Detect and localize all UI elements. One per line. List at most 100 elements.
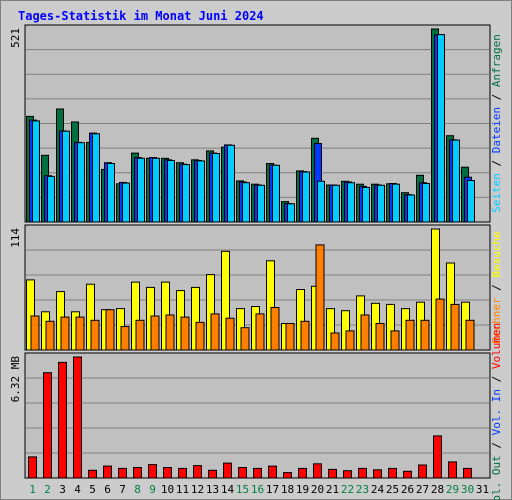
bar-seiten-day-8 [137, 157, 145, 223]
bar-rechner-day-8 [135, 319, 145, 351]
bar-rechner-day-9 [150, 315, 160, 351]
x-tick-label: 27 [416, 483, 429, 496]
bar-rechner-day-19 [300, 320, 310, 351]
bar-seiten-day-2 [47, 175, 55, 223]
bar-rechner-day-23 [360, 314, 370, 351]
x-tick-label: 14 [221, 483, 235, 496]
bar-volumen-day-29 [448, 461, 457, 479]
x-tick-label: 15 [236, 483, 249, 496]
bar-rechner-day-24 [375, 323, 385, 351]
legend-visits-sites: Rechner / Besuche [490, 231, 503, 344]
x-tick-label: 2 [44, 483, 51, 496]
bar-volumen-day-21 [328, 468, 337, 479]
bar-volumen-day-2 [43, 372, 52, 479]
bar-seiten-day-7 [122, 182, 130, 223]
bar-rechner-day-12 [195, 321, 205, 351]
x-tick-label: 11 [176, 483, 189, 496]
bar-seiten-day-3 [62, 130, 70, 223]
legend-item: Rechner [490, 297, 503, 344]
x-tick-label: 7 [119, 483, 126, 496]
x-tick-label: 31 [476, 483, 489, 496]
x-tick-label: 22 [341, 483, 354, 496]
bar-seiten-day-22 [347, 182, 355, 223]
bar-rechner-day-7 [120, 326, 130, 351]
bar-volumen-day-6 [103, 465, 112, 479]
bar-seiten-day-27 [422, 183, 430, 223]
bar-seiten-day-14 [227, 144, 235, 223]
y-max-label: 521 [9, 28, 22, 48]
x-tick-label: 5 [89, 483, 96, 496]
bar-seiten-day-12 [197, 160, 205, 223]
bar-seiten-day-17 [272, 164, 280, 223]
bar-rechner-day-29 [450, 303, 460, 351]
bar-volumen-day-10 [163, 467, 172, 479]
y-max-label: 114 [9, 228, 22, 248]
bar-seiten-day-1 [32, 120, 40, 223]
x-tick-label: 25 [386, 483, 399, 496]
x-tick-label: 1 [29, 483, 36, 496]
bar-seiten-day-26 [407, 194, 415, 223]
bar-seiten-day-24 [377, 184, 385, 223]
bar-rechner-day-15 [240, 327, 250, 351]
bar-rechner-day-2 [45, 320, 55, 351]
bar-rechner-day-27 [420, 319, 430, 351]
bar-rechner-day-14 [225, 317, 235, 351]
x-tick-label: 13 [206, 483, 219, 496]
bar-volumen-day-25 [388, 467, 397, 479]
chart-title: Tages-Statistik im Monat Juni 2024 [18, 9, 264, 23]
legend-item: Besuche [490, 231, 503, 277]
bar-volumen-day-11 [178, 467, 187, 479]
legend-pages-files-hits: Seiten / Dateien / Anfragen [490, 34, 503, 213]
x-tick-label: 19 [296, 483, 309, 496]
bar-rechner-day-13 [210, 313, 220, 351]
y-max-label: 6.32 MB [9, 356, 22, 403]
bar-rechner-day-10 [165, 314, 175, 351]
bar-volumen-day-28 [433, 435, 442, 479]
bar-rechner-day-26 [405, 319, 415, 351]
bar-volumen-day-24 [373, 469, 382, 479]
bar-seiten-day-23 [362, 187, 370, 223]
x-tick-label: 26 [401, 483, 414, 496]
bar-rechner-day-11 [180, 316, 190, 351]
x-tick-label: 9 [149, 483, 156, 496]
bar-seiten-day-29 [452, 139, 460, 223]
x-tick-label: 8 [134, 483, 141, 496]
bar-seiten-day-13 [212, 153, 220, 223]
x-tick-label: 6 [104, 483, 111, 496]
legend-item: Volumen [490, 323, 503, 369]
bar-volumen-day-19 [298, 467, 307, 479]
bar-rechner-day-18 [285, 323, 295, 351]
bar-seiten-day-28 [437, 34, 445, 223]
bar-seiten-day-15 [242, 182, 250, 223]
bar-volumen-day-22 [343, 470, 352, 479]
bar-rechner-day-25 [390, 330, 400, 351]
x-tick-label: 12 [191, 483, 204, 496]
bar-volumen-day-16 [253, 467, 262, 479]
legend-volume: Vol. Out / Vol. In / Volumen [490, 323, 503, 500]
legend-separator: / [490, 153, 503, 173]
x-tick-label: 10 [161, 483, 174, 496]
bar-rechner-day-17 [270, 307, 280, 351]
x-tick-label: 23 [356, 483, 369, 496]
legend-item: Seiten [490, 173, 503, 213]
bar-seiten-day-9 [152, 157, 160, 223]
x-tick-label: 3 [59, 483, 66, 496]
bar-rechner-day-3 [60, 316, 70, 351]
x-tick-label: 20 [311, 483, 324, 496]
bar-seiten-day-18 [287, 203, 295, 223]
x-tick-label: 21 [326, 483, 339, 496]
legend-item: Anfragen [490, 34, 503, 87]
bar-volumen-day-14 [223, 462, 232, 479]
bar-rechner-day-1 [30, 315, 40, 351]
bar-volumen-day-12 [193, 465, 202, 479]
x-tick-label: 29 [446, 483, 459, 496]
bar-volumen-day-3 [58, 361, 67, 479]
bar-rechner-day-30 [465, 319, 475, 351]
bar-rechner-day-21 [330, 332, 340, 351]
bar-seiten-day-4 [77, 142, 85, 223]
bar-seiten-day-30 [467, 180, 475, 223]
bar-seiten-day-25 [392, 183, 400, 223]
legend-separator: / [490, 278, 503, 298]
